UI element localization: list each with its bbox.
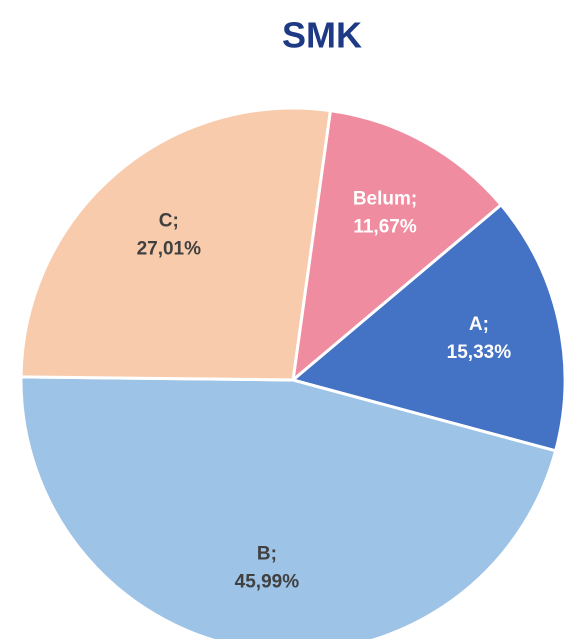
- pie-slice: [19, 106, 333, 382]
- slice-value-label: 27,01%: [137, 239, 202, 260]
- slice-value-label: 15,33%: [447, 342, 512, 363]
- slice-category-label: C;: [159, 211, 179, 232]
- slice-category-label: A;: [469, 314, 489, 335]
- slice-category-label: Belum;: [353, 188, 417, 209]
- slice-value-label: 45,99%: [235, 572, 300, 593]
- slice-category-label: B;: [257, 544, 277, 565]
- chart-title: SMK: [282, 15, 362, 56]
- pie-slice: [290, 108, 504, 384]
- pie-slice: [19, 375, 558, 639]
- slice-value-label: 11,67%: [353, 216, 416, 237]
- pie-slice: [289, 202, 567, 453]
